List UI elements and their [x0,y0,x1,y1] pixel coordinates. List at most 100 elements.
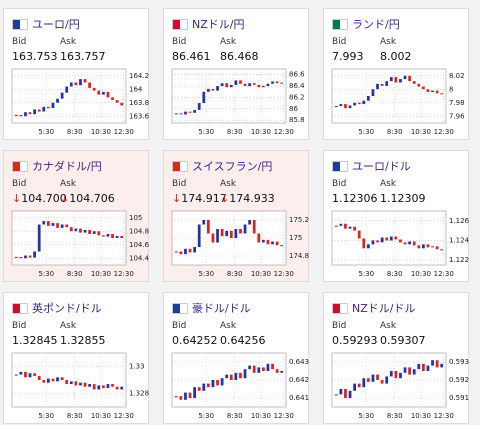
candle [353,102,356,106]
mini-chart: 0.593 0.592 0.591 5:30 8:30 10:30 12:30 [331,352,469,420]
candle [408,367,411,375]
ask-number: 174.933 [229,192,275,205]
y-tick-label: 1.328 [129,390,149,398]
candle [184,248,187,255]
y-tick-label: 175.2 [289,216,309,224]
down-arrow: ↓ [220,192,230,205]
flag [172,19,188,30]
rate-card[interactable]: ユーロ/ドル Bid Ask 1.12306 1.12309 1.126 1.124 1.12… [323,150,470,282]
ask-value: 8.002 [380,50,412,63]
pair-title: ランド/円 [352,18,400,31]
candle [348,105,352,109]
candle [367,378,370,382]
x-tick-label: 8:30 [67,128,83,136]
candle [399,79,402,83]
rate-card[interactable]: 豪ドル/ドル Bid Ask 0.64252 0.64256 0.643 0.642 0.64… [163,292,309,424]
candle [28,255,32,258]
candle [229,230,233,238]
flag [12,19,28,30]
y-tick-label: 0.593 [449,358,469,366]
candle [197,103,201,110]
rate-card[interactable]: NZドル/ドル Bid Ask 0.59293 0.59307 0.593 0.592 0.5… [323,292,469,424]
candle [174,396,178,398]
candle [266,83,270,87]
candle [216,380,219,386]
candle [79,228,82,233]
candle [193,109,196,113]
x-tick-label: 8:30 [387,128,403,136]
candle [271,241,274,245]
candle [417,245,421,249]
candle [239,80,242,84]
rate-card[interactable]: NZドル/円 Bid Ask 86.461 86.468 86.6 86.4 86.2 86 85… [163,8,309,140]
candle [385,376,389,384]
rate-card[interactable]: 英ポンド/ドル Bid Ask 1.32845 1.32855 1.33 1.328 5:30… [3,292,149,424]
bid-value: 163.753 [12,50,58,63]
candle [120,235,124,238]
candle [197,387,201,391]
candle [14,374,18,376]
rate-card[interactable]: カナダドル/円 Bid Ask ↓104.700 ↓104.706 105 104.8 104… [3,150,150,282]
candle [376,83,379,90]
candle [197,224,201,247]
pair-title: ユーロ/ドル [352,160,411,173]
candle [252,365,256,373]
candle [60,224,64,228]
ask-number: 104.706 [69,192,115,205]
candle [193,387,196,398]
pair-title: NZドル/円 [192,18,245,31]
candle [97,231,101,236]
down-arrow: ↓ [12,192,22,205]
candle [403,75,407,80]
rate-card[interactable]: スイスフラン/円 Bid Ask ↓174.917 ↓174.933 175.2 175 17… [163,150,309,282]
candle [14,256,18,258]
candle [243,369,247,379]
candle [193,247,196,253]
candle [234,372,238,380]
candle [348,390,352,398]
candle [403,242,407,245]
candle [262,239,265,243]
candle [266,239,270,245]
y-tick-label: 1.122 [449,256,469,264]
flag [172,303,188,314]
mini-chart: 105 104.8 104.6 104.4 5:30 8:30 10:30 12:30 [11,210,150,278]
ask-number: 0.59307 [380,334,426,347]
candle [234,229,238,238]
candle [188,392,192,398]
bid-value: 0.59293 [332,334,378,347]
candle [353,383,356,391]
y-tick-label: 104.4 [129,254,150,262]
flag [332,19,348,30]
rate-card[interactable]: ユーロ/円 Bid Ask 163.753 163.757 164.2 164 163.8 16… [3,8,150,140]
candle [51,223,55,226]
candle [275,241,279,246]
down-arrow: ↓ [60,192,70,205]
ask-label: Ask [380,179,397,189]
candle [357,230,361,239]
candle [243,224,247,234]
rate-card[interactable]: ランド/円 Bid Ask 7.993 8.002 8.02 8 7.98 7.96 5:30 8:… [323,8,469,140]
flag [12,303,28,314]
x-tick-label: 8:30 [227,412,243,420]
candle [412,369,416,375]
candle [14,114,18,116]
candle [339,104,343,107]
candle [47,221,50,226]
candle [417,83,421,87]
x-tick-label: 10:30 [411,270,431,278]
candle [426,244,430,248]
y-tick-label: 1.33 [129,363,145,371]
candle [362,238,366,249]
candle [422,363,425,371]
candle [69,381,73,385]
x-tick-label: 8:30 [387,412,403,420]
y-tick-label: 86.2 [289,93,305,101]
mini-chart: 0.643 0.642 0.641 5:30 8:30 10:30 12:30 [171,352,309,420]
candle [33,109,36,115]
bid-number: 104.700 [21,192,67,205]
ask-label: Ask [380,321,397,331]
candle [417,363,421,370]
bid-value: 1.32845 [12,334,58,347]
candle [239,229,242,234]
